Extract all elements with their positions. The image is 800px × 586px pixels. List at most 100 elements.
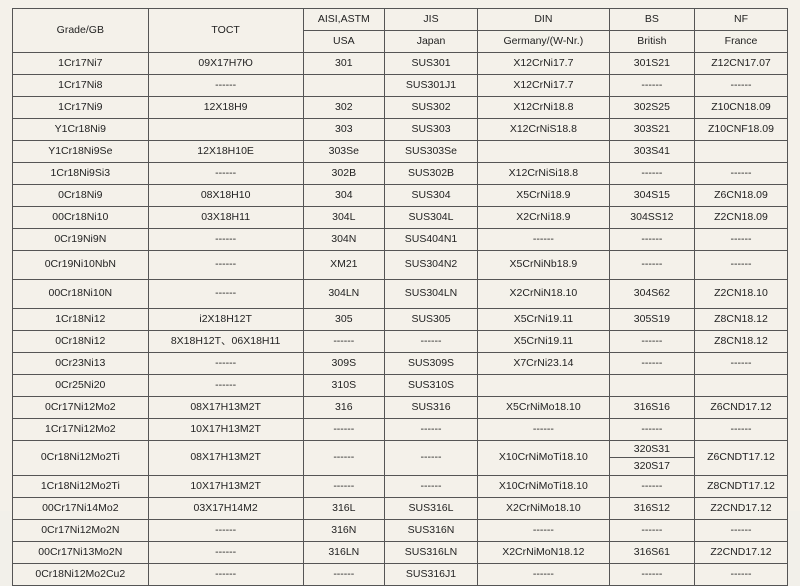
cell-jis: SUS316L [385, 498, 478, 520]
cell-grade: 0Cr17Ni12Mo2 [13, 397, 149, 419]
cell-bs: 316S12 [609, 498, 694, 520]
cell-bs: 320S31320S17 [609, 441, 694, 476]
cell-grade: 1Cr17Ni8 [13, 75, 149, 97]
cell-bs: ------ [609, 331, 694, 353]
col-header-nf: NF [695, 9, 788, 31]
cell-din: ------ [478, 564, 610, 586]
cell-grade: 1Cr17Ni12Mo2 [13, 419, 149, 441]
cell-din: X10CrNiMoTi18.10 [478, 441, 610, 476]
cell-jis: SUS309S [385, 353, 478, 375]
cell-grade: 0Cr23Ni13 [13, 353, 149, 375]
cell-din: ------ [478, 419, 610, 441]
cell-aisi: ------ [303, 476, 384, 498]
cell-nf: Z8CN18.12 [695, 331, 788, 353]
cell-jis: SUS301 [385, 53, 478, 75]
col-header-din: DIN [478, 9, 610, 31]
cell-toct: ------ [148, 229, 303, 251]
cell-din: X5CrNiNb18.9 [478, 251, 610, 280]
cell-din: X12CrNiS18.8 [478, 119, 610, 141]
cell-nf: Z6CND17.12 [695, 397, 788, 419]
cell-nf: Z2CN18.10 [695, 280, 788, 309]
cell-din: X5CrNi18.9 [478, 185, 610, 207]
cell-nf: ------ [695, 520, 788, 542]
cell-nf: ------ [695, 564, 788, 586]
header-row-1: Grade/GB TOCT AISI,ASTM JIS DIN BS NF [13, 9, 788, 31]
cell-bs: ------ [609, 251, 694, 280]
cell-toct: 12X18H9 [148, 97, 303, 119]
cell-nf: Z2CND17.12 [695, 498, 788, 520]
cell-nf: Z10CN18.09 [695, 97, 788, 119]
cell-toct: ------ [148, 375, 303, 397]
cell-din: X12CrNi17.7 [478, 53, 610, 75]
cell-bs: ------ [609, 229, 694, 251]
cell-bs: 305S19 [609, 309, 694, 331]
cell-din: X2CrNiN18.10 [478, 280, 610, 309]
cell-nf: Z10CNF18.09 [695, 119, 788, 141]
cell-nf: Z6CNDT17.12 [695, 441, 788, 476]
cell-grade: 0Cr18Ni12Mo2Cu2 [13, 564, 149, 586]
cell-jis: SUS304LN [385, 280, 478, 309]
table-row: Y1Cr18Ni9303SUS303X12CrNiS18.8303S21Z10C… [13, 119, 788, 141]
cell-grade: 0Cr19Ni9N [13, 229, 149, 251]
table-row: 0Cr23Ni13------309SSUS309SX7CrNi23.14---… [13, 353, 788, 375]
cell-grade: 0Cr18Ni12 [13, 331, 149, 353]
cell-grade: 00Cr17Ni13Mo2N [13, 542, 149, 564]
table-row: 1Cr17Ni709X17H7Ю301SUS301X12CrNi17.7301S… [13, 53, 788, 75]
cell-grade: 1Cr18Ni12 [13, 309, 149, 331]
cell-nf: ------ [695, 419, 788, 441]
table-row: 1Cr17Ni8------SUS301J1X12CrNi17.7-------… [13, 75, 788, 97]
cell-nf: ------ [695, 75, 788, 97]
cell-aisi: 304N [303, 229, 384, 251]
cell-nf [695, 375, 788, 397]
cell-bs: 304S62 [609, 280, 694, 309]
cell-toct: 09X17H7Ю [148, 53, 303, 75]
cell-aisi: 304L [303, 207, 384, 229]
cell-aisi: ------ [303, 564, 384, 586]
cell-bs: 302S25 [609, 97, 694, 119]
cell-jis: SUS303Se [385, 141, 478, 163]
table-row: 1Cr18Ni12Mo2Ti10X17H13M2T------------X10… [13, 476, 788, 498]
cell-bs: 316S16 [609, 397, 694, 419]
cell-aisi: 316L [303, 498, 384, 520]
cell-aisi: ------ [303, 419, 384, 441]
table-row: 0Cr18Ni12Mo2Cu2------------SUS316J1-----… [13, 564, 788, 586]
cell-jis: SUS316 [385, 397, 478, 419]
table-row: 0Cr18Ni908X18H10304SUS304X5CrNi18.9304S1… [13, 185, 788, 207]
cell-grade: 1Cr18Ni9Si3 [13, 163, 149, 185]
cell-jis: SUS305 [385, 309, 478, 331]
cell-aisi: ------ [303, 331, 384, 353]
cell-nf: Z8CN18.12 [695, 309, 788, 331]
cell-toct: 12X18H10E [148, 141, 303, 163]
cell-toct: 03X17H14M2 [148, 498, 303, 520]
cell-aisi: 302 [303, 97, 384, 119]
cell-bs: 316S61 [609, 542, 694, 564]
cell-grade: 00Cr17Ni14Mo2 [13, 498, 149, 520]
cell-bs: 304SS12 [609, 207, 694, 229]
cell-grade: 0Cr17Ni12Mo2N [13, 520, 149, 542]
cell-jis: SUS304N2 [385, 251, 478, 280]
cell-jis: ------ [385, 441, 478, 476]
cell-jis: SUS316LN [385, 542, 478, 564]
table-row: 0Cr19Ni10NbN------XM21SUS304N2X5CrNiNb18… [13, 251, 788, 280]
cell-toct: 08X17H13M2T [148, 397, 303, 419]
cell-jis: SUS404N1 [385, 229, 478, 251]
table-row: 0Cr19Ni9N------304NSUS404N1-------------… [13, 229, 788, 251]
cell-din [478, 375, 610, 397]
cell-jis: SUS316J1 [385, 564, 478, 586]
col-header-jis: JIS [385, 9, 478, 31]
col-sub-usa: USA [303, 31, 384, 53]
cell-din: X12CrNiSi18.8 [478, 163, 610, 185]
cell-nf: Z8CNDT17.12 [695, 476, 788, 498]
cell-toct: i2X18H12T [148, 309, 303, 331]
cell-toct: 10X17H13M2T [148, 476, 303, 498]
table-row: 0Cr18Ni12Mo2Ti08X17H13M2T------------X10… [13, 441, 788, 476]
cell-nf: Z12CN17.07 [695, 53, 788, 75]
cell-nf: ------ [695, 353, 788, 375]
cell-aisi: 316LN [303, 542, 384, 564]
cell-bs: ------ [609, 163, 694, 185]
cell-aisi: 309S [303, 353, 384, 375]
cell-bs: ------ [609, 353, 694, 375]
cell-aisi: 304LN [303, 280, 384, 309]
cell-bs: ------ [609, 419, 694, 441]
cell-bs: 304S15 [609, 185, 694, 207]
